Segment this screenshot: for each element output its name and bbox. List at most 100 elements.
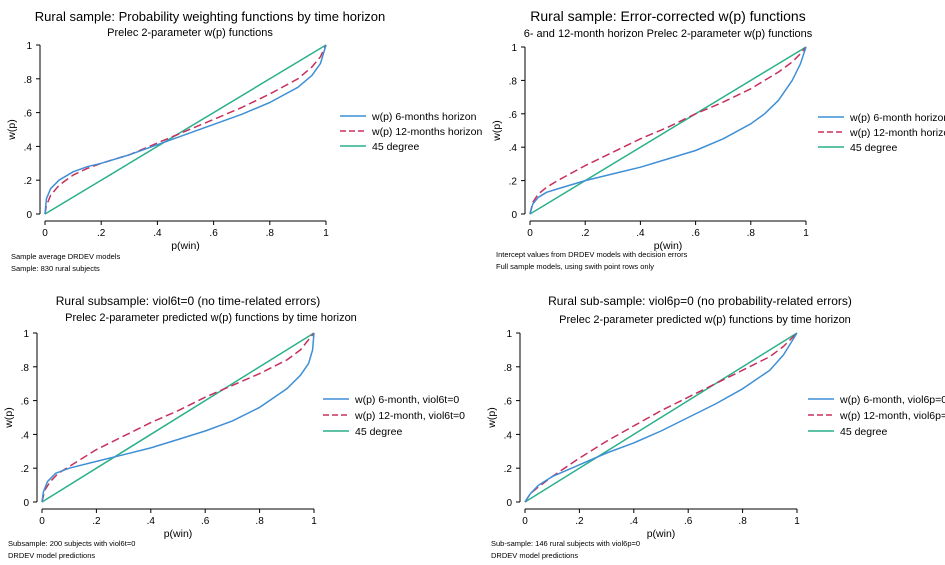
x-tick-label: .6: [684, 516, 693, 527]
x-axis-label: p(win): [164, 528, 193, 540]
y-tick-label: .6: [21, 397, 30, 408]
legend-label: w(p) 6-months horizon: [371, 111, 477, 123]
chart-note: Sample average DRDEV models: [11, 252, 120, 261]
y-axis-label: w(p): [3, 407, 15, 428]
chart-title: Rural sub-sample: viol6p=0 (no probabili…: [548, 294, 852, 308]
x-tick-label: 1: [323, 228, 329, 239]
y-tick-label: .6: [24, 109, 33, 120]
x-axis-label: p(win): [654, 240, 683, 252]
legend-label: 45 degree: [372, 141, 419, 153]
x-tick-label: .6: [209, 228, 218, 239]
legend-label: w(p) 6-month horizon: [849, 112, 945, 124]
y-tick-label: .4: [504, 430, 513, 441]
series-line-3: [529, 46, 807, 215]
x-tick-label: .8: [738, 516, 747, 527]
y-axis-label: w(p): [491, 120, 503, 141]
chart-title: Rural sample: Error-corrected w(p) funct…: [530, 8, 805, 24]
y-axis-label: w(p): [6, 119, 18, 140]
y-tick-label: .8: [504, 363, 513, 374]
y-tick-label: .4: [509, 143, 518, 154]
y-tick-label: 1: [26, 41, 32, 52]
chart-subtitle: Prelec 2-parameter w(p) functions: [107, 27, 273, 39]
x-tick-label: .8: [266, 228, 275, 239]
x-tick-label: .6: [691, 228, 700, 239]
y-axis-label: w(p): [486, 407, 498, 428]
y-tick-label: .6: [509, 110, 518, 121]
chart-note: DRDEV model predictions: [491, 551, 578, 560]
y-tick-label: .8: [21, 363, 30, 374]
x-tick-label: .8: [255, 516, 264, 527]
x-tick-label: .8: [747, 228, 756, 239]
x-tick-label: .2: [92, 516, 101, 527]
y-tick-label: .2: [509, 177, 518, 188]
x-tick-label: .4: [153, 228, 162, 239]
legend-label: w(p) 12-month horizon: [849, 127, 945, 139]
series-line-1: [41, 332, 315, 503]
legend-label: w(p) 6-month, viol6t=0: [354, 394, 459, 406]
legend-label: w(p) 12-month, viol6t=0: [354, 410, 465, 422]
chart-subtitle: 6- and 12-month horizon Prelec 2-paramet…: [524, 28, 813, 40]
y-tick-label: 0: [23, 498, 29, 509]
y-tick-label: .8: [509, 76, 518, 87]
y-tick-label: 1: [506, 329, 512, 340]
y-tick-label: .2: [21, 464, 30, 475]
x-axis-label: p(win): [647, 528, 676, 540]
x-tick-label: .4: [636, 228, 645, 239]
legend-label: 45 degree: [355, 426, 402, 438]
series-line-1: [524, 332, 798, 503]
y-tick-label: 0: [26, 210, 32, 221]
series-line-2: [41, 332, 315, 503]
chart-panel-1: Rural sample: Probability weighting func…: [6, 9, 482, 273]
chart-title: Rural sample: Probability weighting func…: [35, 9, 385, 24]
chart-note: Intercept values from DRDEV models with …: [496, 250, 688, 259]
x-tick-label: 0: [39, 516, 45, 527]
legend-label: 45 degree: [840, 426, 887, 438]
y-tick-label: .6: [504, 397, 513, 408]
series-line-3: [41, 332, 315, 503]
legend-label: w(p) 6-month, viol6p=0: [839, 394, 945, 406]
y-tick-label: .4: [24, 142, 33, 153]
y-tick-label: .8: [24, 75, 33, 86]
chart-subtitle: Prelec 2-parameter predicted w(p) functi…: [65, 312, 357, 324]
legend-label: w(p) 12-months horizon: [371, 126, 482, 138]
chart-note: Sub-sample: 146 rural subjects with viol…: [491, 539, 640, 548]
x-tick-label: .4: [630, 516, 639, 527]
x-tick-label: .2: [581, 228, 590, 239]
chart-subtitle: Prelec 2-parameter predicted w(p) functi…: [559, 314, 851, 326]
x-tick-label: 0: [527, 228, 533, 239]
x-tick-label: .6: [201, 516, 210, 527]
x-tick-label: .4: [147, 516, 156, 527]
y-tick-label: 0: [506, 498, 512, 509]
chart-note: Sample: 830 rural subjects: [11, 264, 100, 273]
x-tick-label: 0: [522, 516, 528, 527]
chart-note: Subsample: 200 subjects with viol6t=0: [8, 539, 135, 548]
series-line-3: [44, 44, 327, 215]
series-line-2: [44, 44, 327, 215]
x-tick-label: 1: [794, 516, 800, 527]
x-tick-label: 0: [42, 228, 48, 239]
legend-label: 45 degree: [850, 142, 897, 154]
y-tick-label: 1: [23, 329, 29, 340]
series-line-1: [529, 46, 807, 215]
chart-panel-4: Rural sub-sample: viol6p=0 (no probabili…: [486, 294, 945, 560]
series-line-1: [44, 44, 327, 215]
chart-note: DRDEV model predictions: [8, 551, 95, 560]
y-tick-label: .4: [21, 430, 30, 441]
y-tick-label: 1: [511, 43, 517, 54]
x-tick-label: .2: [97, 228, 106, 239]
x-tick-label: 1: [803, 228, 809, 239]
series-line-2: [529, 46, 807, 215]
chart-panel-2: Rural sample: Error-corrected w(p) funct…: [491, 8, 945, 271]
y-tick-label: .2: [504, 464, 513, 475]
series-line-3: [524, 332, 798, 503]
chart-title: Rural subsample: viol6t=0 (no time-relat…: [56, 294, 320, 308]
y-tick-label: 0: [511, 210, 517, 221]
chart-note: Full sample models, using swith point ro…: [496, 262, 654, 271]
legend-label: w(p) 12-month, viol6p=0: [839, 410, 945, 422]
series-line-2: [524, 332, 798, 503]
chart-panel-3: Rural subsample: viol6t=0 (no time-relat…: [3, 294, 465, 560]
x-tick-label: .2: [575, 516, 584, 527]
y-tick-label: .2: [24, 176, 33, 187]
x-axis-label: p(win): [171, 240, 200, 252]
